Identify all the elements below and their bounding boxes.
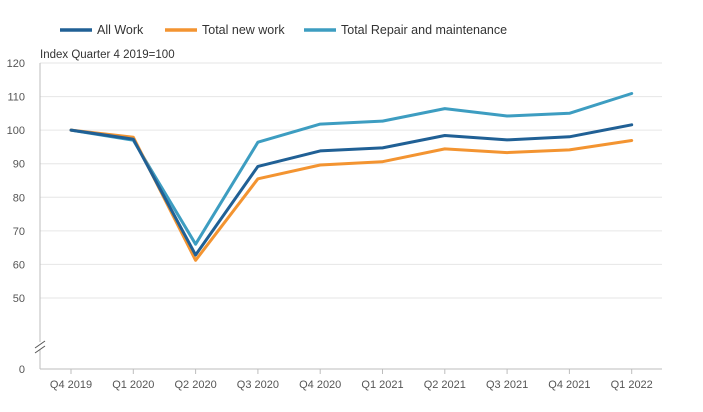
y-tick-label: 90 [13,159,25,171]
x-tick-label: Q3 2020 [237,379,279,391]
y-tick-label: 0 [19,364,25,376]
x-tick-label: Q3 2021 [486,379,528,391]
legend-item: Total Repair and maintenance [304,23,507,37]
series-line-all-work [69,123,634,257]
legend-label: Total Repair and maintenance [341,23,507,37]
x-tick-labels: Q4 2019 Q1 2020 Q2 2020 Q3 2020 Q4 2020 Q1 20… [50,379,653,391]
axis-break-mark [34,340,46,354]
y-tick-label: 70 [13,226,25,238]
legend-item: Total new work [165,23,285,37]
x-tick-label: Q1 2021 [361,379,403,391]
x-tick-label: Q1 2020 [112,379,154,391]
x-tick-label: Q2 2020 [174,379,216,391]
gridlines [40,62,662,299]
axes [34,63,662,374]
y-tick-label: 100 [7,125,25,137]
y-tick-labels: 0 50 60 70 80 90 100 110 120 [7,58,25,376]
y-tick-label: 60 [13,259,25,271]
legend-label: All Work [97,23,144,37]
legend-label: Total new work [202,23,285,37]
y-tick-label: 110 [7,92,25,104]
x-tick-label: Q4 2019 [50,379,92,391]
legend: All Work Total new work Total Repair and m… [60,23,507,37]
series-lines [69,92,634,262]
x-tick-label: Q2 2021 [424,379,466,391]
y-tick-label: 50 [13,293,25,305]
y-tick-label: 120 [7,58,25,70]
series-line-total-repair-and-maintenance [69,92,634,246]
x-tick-label: Q1 2022 [611,379,653,391]
legend-item: All Work [60,23,144,37]
y-tick-label: 80 [13,192,25,204]
x-tick-label: Q4 2021 [548,379,590,391]
x-tick-label: Q4 2020 [299,379,341,391]
y-axis-title: Index Quarter 4 2019=100 [40,49,175,61]
